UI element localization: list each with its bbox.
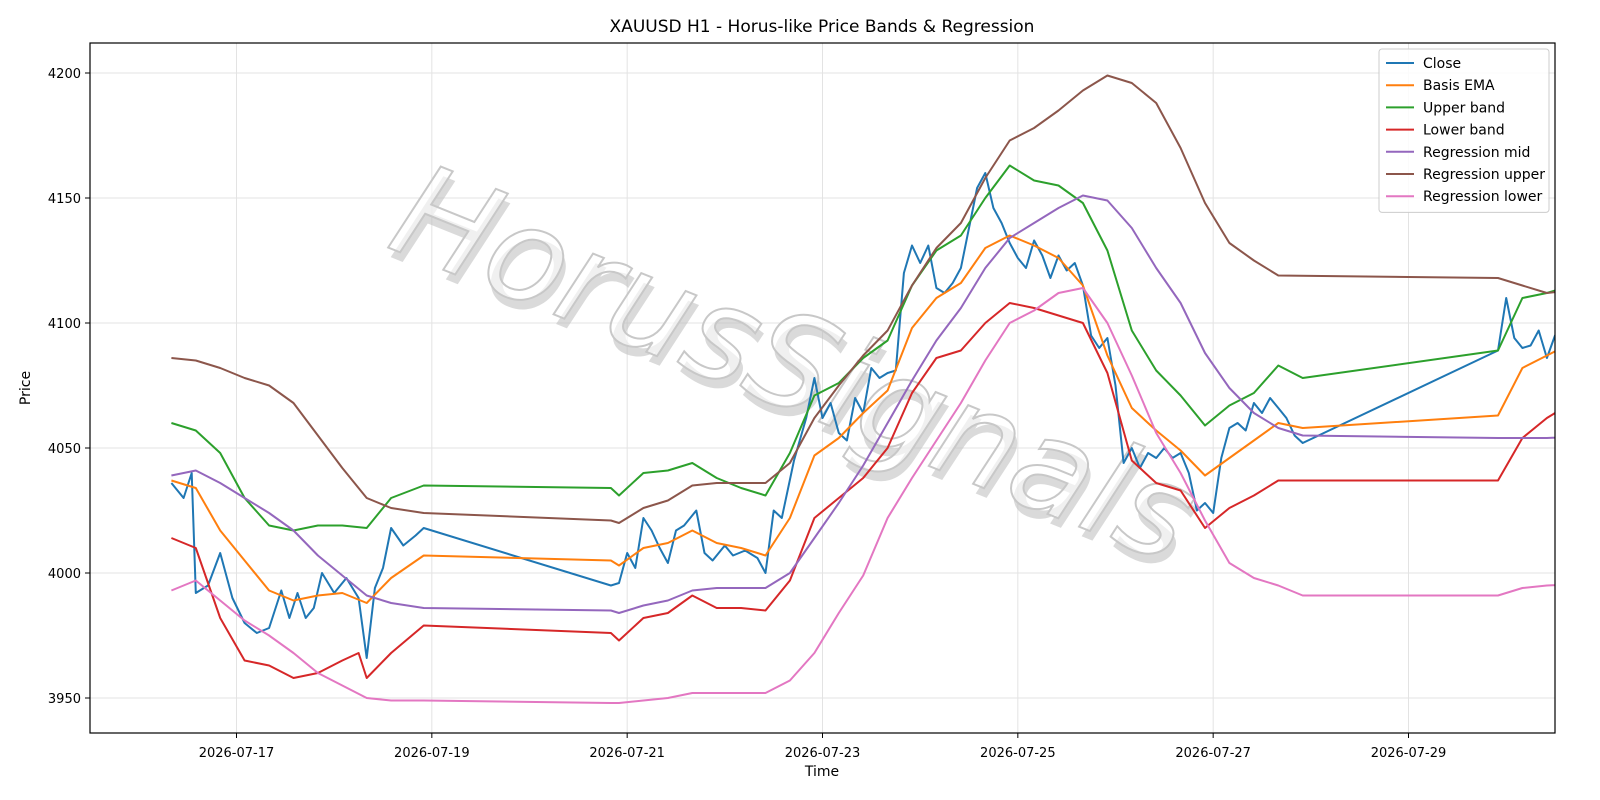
y-axis-label: Price [18,371,34,405]
legend-label: Basis EMA [1423,78,1495,94]
chart-title: XAUUSD H1 - Horus-like Price Bands & Reg… [610,17,1035,37]
series-line-basis-ema [171,234,1555,604]
x-axis-label: Time [804,764,839,780]
legend: Close Basis EMA Upper band Lower band Regres… [1378,48,1550,213]
series-line-regression-upper [171,74,1555,524]
series-line-regression-lower [171,287,1555,704]
series-line-close [170,172,1555,659]
y-tick-label: 3950 [48,692,81,707]
series-group [170,74,1555,704]
series-line-upper-band [171,164,1555,532]
legend-label: Lower band [1423,123,1505,139]
x-tick-label: 2026-07-21 [589,746,665,761]
x-tick-label: 2026-07-29 [1371,746,1447,761]
y-tick-label: 4050 [48,442,81,457]
legend-label: Regression upper [1423,167,1545,183]
series-line-regression-mid [171,194,1555,614]
legend-label: Regression lower [1423,189,1543,205]
x-axis-ticks: 2026-07-17 2026-07-19 2026-07-21 2026-07-23… [199,733,1447,761]
legend-label: Close [1423,56,1461,72]
legend-box [1378,48,1550,213]
x-tick-label: 2026-07-25 [980,746,1056,761]
grid [90,43,1555,733]
legend-label: Upper band [1423,100,1505,116]
x-tick-label: 2026-07-19 [394,746,470,761]
x-tick-label: 2026-07-27 [1175,746,1251,761]
legend-label: Regression mid [1423,145,1530,161]
y-axis-ticks: 3950 4000 4050 4100 4150 4200 [48,67,90,707]
y-tick-label: 4150 [48,192,81,207]
series-line-lower-band [171,302,1555,679]
y-tick-label: 4100 [48,317,81,332]
y-tick-label: 4200 [48,67,81,82]
x-tick-label: 2026-07-17 [199,746,275,761]
y-tick-label: 4000 [48,567,81,582]
x-tick-label: 2026-07-23 [785,746,861,761]
